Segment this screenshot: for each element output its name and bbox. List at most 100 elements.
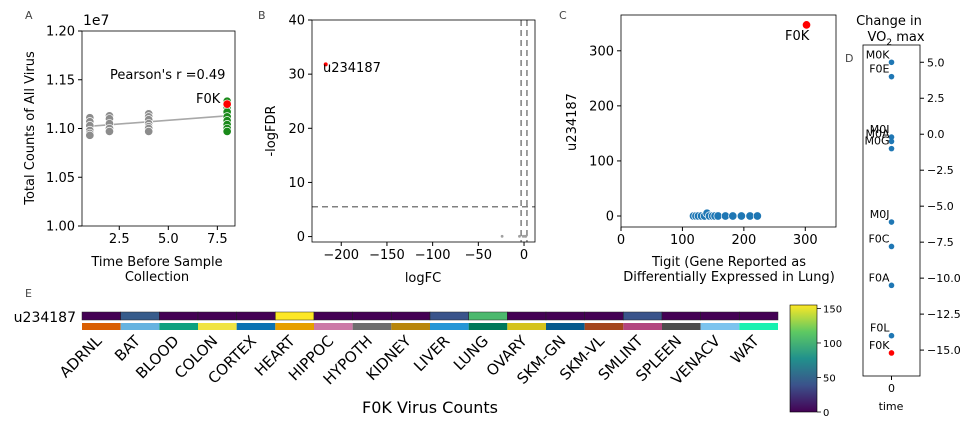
label-line: Time Before Sample — [90, 255, 222, 270]
panel-e-tissue-ovary — [507, 323, 546, 330]
panel-b-point — [323, 62, 328, 67]
panel-a-annotation: Pearson's r =0.49 — [110, 68, 225, 83]
label-line: Collection — [125, 270, 189, 285]
colorbar-tick-label: 150 — [823, 304, 842, 315]
colorbar — [789, 304, 818, 413]
panel-d-axes: 0 5.0 2.5 0.0 −2.5 −5.0 −7.5 −10.0 −12.5 −15.0 — [888, 56, 961, 395]
panel-e: u234187 ADRNL BATBLOODCOLONCORTEXHEARTHIP… — [14, 304, 842, 419]
panel-a-ytick-label: 1.00 — [46, 220, 75, 235]
panel-d-point-red — [888, 350, 895, 356]
panel-b: −200 −150 −100 −50 0 0 10 20 30 40 u234187 -logFD… — [264, 14, 536, 286]
panel-c-xtick-label: 200 — [731, 233, 756, 248]
panel-e-cell-smlint — [623, 311, 663, 321]
panel-a-point-grey — [144, 126, 154, 136]
colorbar-axis: 0 50 100 150 — [817, 304, 842, 419]
panel-a: 2.5 5.0 7.5 1.00 1.05 1.10 1.15 1.20 1e7 Pearso… — [23, 13, 236, 285]
panel-d-title-line: Change in — [856, 14, 922, 29]
panel-a-xtick-label: 2.5 — [109, 232, 130, 247]
colorbar-tick-label: 50 — [823, 373, 836, 384]
panel-e-cell-blood — [159, 311, 199, 321]
panel-b-ytick-label: 10 — [288, 176, 305, 191]
panel-e-cell-hypoth — [352, 311, 392, 321]
panel-e-cells — [81, 311, 779, 321]
panel-d-point-blue — [888, 243, 895, 250]
panel-a-xtick-label: 7.5 — [207, 232, 228, 247]
panel-a-offset-text: 1e7 — [83, 13, 109, 29]
panel-d-point-label: F0E — [869, 63, 889, 76]
panel-c-ytick-label: 0 — [606, 209, 614, 224]
panel-a-ylabel: Total Counts of All Virus — [23, 51, 38, 206]
panel-b-xlabel: logFC — [405, 271, 441, 286]
panel-e-cell-venacv — [700, 311, 740, 321]
panel-e-tissue-bar — [82, 323, 778, 330]
panel-a-ytick-label: 1.15 — [46, 73, 75, 88]
panel-d-point-blue — [888, 219, 895, 225]
panel-d-point-label: M0I — [870, 123, 890, 136]
panel-d-xtick-label: 0 — [888, 382, 895, 395]
panel-e-tick-label: WAT — [727, 331, 763, 367]
panel-e-tissue-hypoth — [352, 323, 392, 330]
panel-a-axes: 2.5 5.0 7.5 1.00 1.05 1.10 1.15 1.20 — [46, 25, 228, 248]
panel-d-point-blue — [888, 282, 895, 289]
panel-e-tissue-colon — [198, 323, 237, 330]
panel-c-point-blue — [752, 211, 762, 221]
panel-d-ytick-label: −15.0 — [927, 344, 961, 357]
panel-c-ytick-label: 200 — [589, 99, 614, 114]
panel-e-tissue-smlint — [623, 323, 662, 330]
panel-c-xtick-label: 300 — [793, 233, 818, 248]
panel-e-cell-cortex — [236, 311, 276, 321]
panel-letter-d: D — [845, 52, 853, 65]
panel-d-ytick-label: −7.5 — [927, 236, 954, 249]
panel-d-ytick-label: 2.5 — [927, 92, 945, 105]
panel-e-tick-label: ADRNL — [56, 331, 106, 381]
panel-e-cell-hippoc — [313, 311, 353, 321]
panel-e-cell-colon — [197, 311, 237, 321]
panel-e-tissue-blood — [159, 323, 198, 330]
panel-c-xtick-label: 100 — [670, 233, 695, 248]
panel-letter-a: A — [25, 9, 33, 22]
panel-d-title-sub: 2 — [886, 38, 892, 48]
panel-d-point-blue — [888, 73, 895, 80]
panel-a-point-grey — [85, 130, 95, 140]
panel-b-point — [518, 234, 521, 238]
panel-a-marks — [85, 96, 232, 140]
panel-b-point — [524, 234, 528, 238]
panel-b-ytick-label: 30 — [288, 68, 305, 83]
panel-c-axes: 0 100 200 300 0 100 200 300 — [589, 44, 818, 248]
panel-d-point-label: F0A — [869, 271, 890, 284]
colorbar-tick-label: 0 — [823, 408, 829, 419]
panel-b-xtick-label: −50 — [465, 248, 492, 263]
panel-e-cell-ovary — [507, 311, 547, 321]
panel-e-cell-skm-gn — [545, 311, 585, 321]
panel-d-xlabel: time — [879, 400, 904, 413]
panel-e-cell-spleen — [661, 311, 701, 321]
panel-e-tissue-heart — [275, 323, 314, 330]
panel-e-tick-label: LIVER — [410, 332, 453, 375]
panel-e-cell-skm-vl — [584, 311, 624, 321]
panel-b-xtick-label: −100 — [415, 248, 451, 263]
panel-d-title-part: max — [892, 30, 925, 45]
panel-b-xtick-label: −200 — [323, 248, 359, 263]
panel-d-point-label: M0G — [864, 135, 889, 148]
panel-e-tissue-skm-gn — [546, 323, 585, 330]
panel-c: 0 100 200 300 0 100 200 300 F0K u234187 Tigit (… — [565, 14, 837, 285]
panel-d-ytick-label: −12.5 — [927, 308, 961, 321]
panel-a-xtick-label: 5.0 — [158, 232, 179, 247]
panel-e-cell-adrnl — [81, 311, 121, 321]
panel-d-point-blue — [888, 138, 895, 145]
panel-letter-b: B — [258, 9, 266, 22]
panel-e-row-label: u234187 — [14, 310, 76, 326]
panel-d-point-label: M0J — [870, 208, 890, 221]
panel-d-point-blue — [888, 332, 895, 339]
panel-c-marks — [688, 20, 812, 221]
panel-b-marks — [312, 20, 535, 242]
panel-e-tissue-cortex — [236, 323, 276, 330]
panel-d-ytick-label: 5.0 — [927, 56, 945, 69]
panel-letter-e: E — [25, 287, 32, 300]
colorbar-tick-label: 100 — [823, 339, 842, 350]
panel-d-title-part: VO — [867, 30, 886, 45]
panel-b-ytick-label: 20 — [288, 122, 305, 137]
